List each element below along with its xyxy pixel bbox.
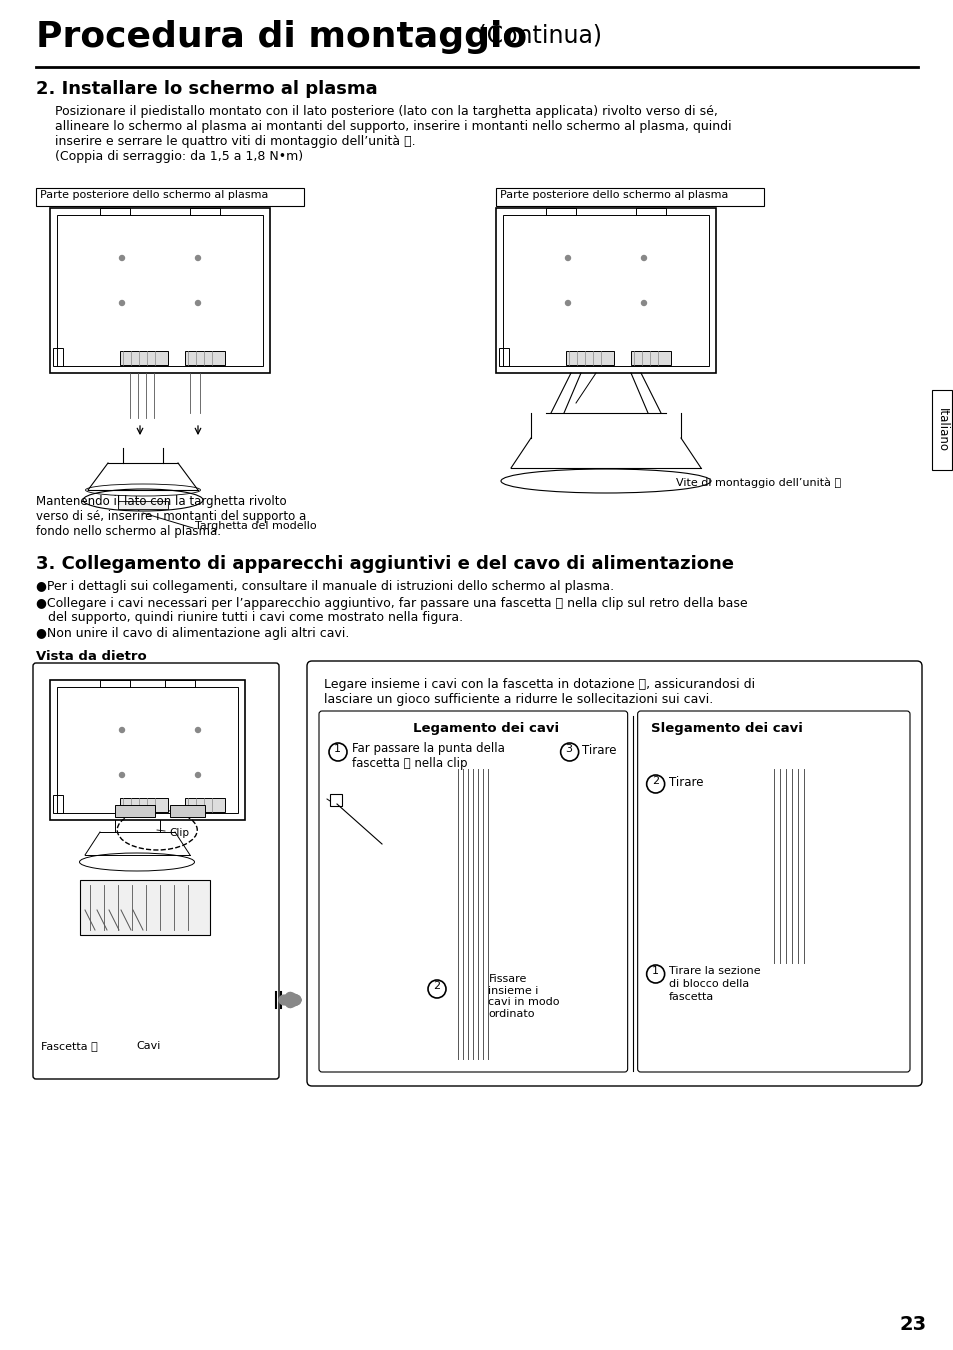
Text: Fascetta Ⓔ: Fascetta Ⓔ <box>41 1041 97 1052</box>
Bar <box>165 680 194 687</box>
Text: 1: 1 <box>334 744 340 755</box>
Text: fascetta Ⓔ nella clip: fascetta Ⓔ nella clip <box>352 757 467 769</box>
Bar <box>630 351 670 364</box>
Bar <box>120 798 168 811</box>
Bar <box>636 208 665 215</box>
Text: 3. Collegamento di apparecchi aggiuntivi e del cavo di alimentazione: 3. Collegamento di apparecchi aggiuntivi… <box>36 555 733 572</box>
Bar <box>496 208 716 373</box>
Text: Slegamento dei cavi: Slegamento dei cavi <box>650 722 801 734</box>
Circle shape <box>560 743 578 761</box>
Bar <box>100 208 130 215</box>
Circle shape <box>119 301 125 305</box>
Bar <box>118 501 168 509</box>
Bar <box>502 215 708 366</box>
Bar <box>53 348 63 366</box>
Circle shape <box>119 728 125 733</box>
Bar <box>931 390 951 470</box>
Text: Tirare: Tirare <box>668 776 702 788</box>
Text: 3: 3 <box>565 744 572 755</box>
Text: Cavi: Cavi <box>136 1041 160 1052</box>
Text: inserire e serrare le quattro viti di montaggio dell’unità ⓓ.: inserire e serrare le quattro viti di mo… <box>55 135 416 148</box>
Bar <box>57 687 237 813</box>
Text: ●Collegare i cavi necessari per l’apparecchio aggiuntivo, far passare una fascet: ●Collegare i cavi necessari per l’appare… <box>36 597 747 610</box>
Circle shape <box>565 301 570 305</box>
Text: Vite di montaggio dell’unità ⓓ: Vite di montaggio dell’unità ⓓ <box>676 478 841 489</box>
Text: Posizionare il piedistallo montato con il lato posteriore (lato con la targhetta: Posizionare il piedistallo montato con i… <box>55 105 717 117</box>
Bar <box>115 805 154 817</box>
Circle shape <box>119 772 125 778</box>
Bar <box>185 798 225 811</box>
Text: Targhetta del modello: Targhetta del modello <box>194 521 316 531</box>
Text: Parte posteriore dello schermo al plasma: Parte posteriore dello schermo al plasma <box>499 190 727 200</box>
Circle shape <box>195 772 200 778</box>
Bar <box>498 348 509 366</box>
Circle shape <box>640 255 646 261</box>
Text: lasciare un gioco sufficiente a ridurre le sollecitazioni sui cavi.: lasciare un gioco sufficiente a ridurre … <box>324 693 713 706</box>
Text: fondo nello schermo al plasma.: fondo nello schermo al plasma. <box>36 525 221 539</box>
Bar <box>120 351 168 364</box>
Text: Parte posteriore dello schermo al plasma: Parte posteriore dello schermo al plasma <box>40 190 268 200</box>
Circle shape <box>195 255 200 261</box>
Text: verso di sé, inserire i montanti del supporto a: verso di sé, inserire i montanti del sup… <box>36 510 306 522</box>
Text: fascetta: fascetta <box>668 992 713 1002</box>
Text: Mantenendo il lato con la targhetta rivolto: Mantenendo il lato con la targhetta rivo… <box>36 495 286 508</box>
Text: di blocco della: di blocco della <box>668 979 748 990</box>
Bar <box>80 880 210 936</box>
Circle shape <box>646 775 664 792</box>
Text: del supporto, quindi riunire tutti i cavi come mostrato nella figura.: del supporto, quindi riunire tutti i cav… <box>36 612 462 624</box>
Text: 2: 2 <box>433 981 439 991</box>
Bar <box>170 805 205 817</box>
Circle shape <box>565 255 570 261</box>
Text: Far passare la punta della: Far passare la punta della <box>352 743 504 755</box>
Bar <box>565 351 614 364</box>
Text: 1: 1 <box>651 967 658 976</box>
FancyBboxPatch shape <box>307 662 921 1085</box>
Text: ●Per i dettagli sui collegamenti, consultare il manuale di istruzioni dello sche: ●Per i dettagli sui collegamenti, consul… <box>36 580 614 593</box>
Text: Legare insieme i cavi con la fascetta in dotazione Ⓔ, assicurandosi di: Legare insieme i cavi con la fascetta in… <box>324 678 755 691</box>
Bar <box>185 351 225 364</box>
Bar <box>330 794 341 806</box>
Bar <box>50 208 270 373</box>
Text: Tirare la sezione: Tirare la sezione <box>668 967 760 976</box>
Text: 2: 2 <box>651 776 659 786</box>
Bar <box>100 680 130 687</box>
Circle shape <box>329 743 347 761</box>
Bar <box>53 795 63 813</box>
Text: (Continua): (Continua) <box>470 24 601 49</box>
Text: Clip: Clip <box>169 828 189 838</box>
Circle shape <box>646 965 664 983</box>
FancyBboxPatch shape <box>637 711 909 1072</box>
Bar <box>545 208 576 215</box>
FancyBboxPatch shape <box>33 663 278 1079</box>
Text: Legamento dei cavi: Legamento dei cavi <box>413 722 558 734</box>
Text: Italiano: Italiano <box>935 408 947 452</box>
Text: 23: 23 <box>899 1315 926 1334</box>
Text: allineare lo schermo al plasma ai montanti del supporto, inserire i montanti nel: allineare lo schermo al plasma ai montan… <box>55 120 731 134</box>
Text: Tirare: Tirare <box>581 744 616 757</box>
Text: Procedura di montaggio: Procedura di montaggio <box>36 20 527 54</box>
Bar <box>496 188 763 207</box>
Text: Vista da dietro: Vista da dietro <box>36 649 147 663</box>
FancyBboxPatch shape <box>318 711 627 1072</box>
Bar <box>36 188 304 207</box>
Bar <box>57 215 263 366</box>
Text: ●Non unire il cavo di alimentazione agli altri cavi.: ●Non unire il cavo di alimentazione agli… <box>36 626 349 640</box>
Text: 2. Installare lo schermo al plasma: 2. Installare lo schermo al plasma <box>36 80 377 99</box>
Circle shape <box>195 301 200 305</box>
Text: (Coppia di serraggio: da 1,5 a 1,8 N•m): (Coppia di serraggio: da 1,5 a 1,8 N•m) <box>55 150 303 163</box>
Bar <box>190 208 220 215</box>
Bar <box>50 680 245 819</box>
Text: Fissare
insieme i
cavi in modo
ordinato: Fissare insieme i cavi in modo ordinato <box>488 973 559 1019</box>
Circle shape <box>195 728 200 733</box>
Circle shape <box>119 255 125 261</box>
Circle shape <box>640 301 646 305</box>
Circle shape <box>428 980 446 998</box>
